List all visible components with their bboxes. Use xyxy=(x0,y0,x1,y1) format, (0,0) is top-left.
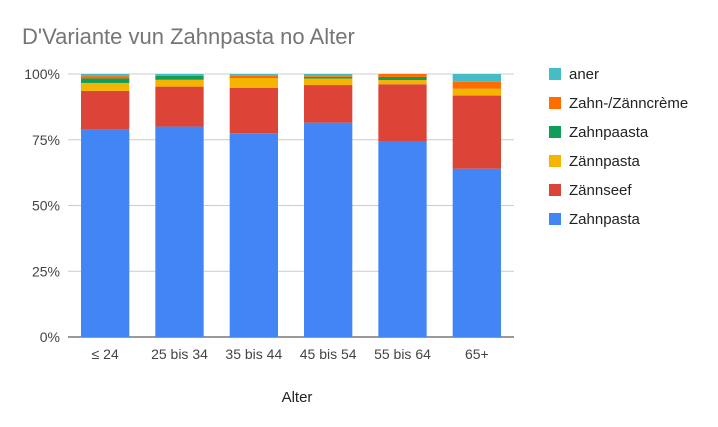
y-tick-label: 25% xyxy=(32,263,60,279)
x-tick-label: 55 bis 64 xyxy=(374,346,431,362)
legend-label: Zahnpaasta xyxy=(569,124,649,141)
gridlines xyxy=(68,73,514,338)
x-tick-label: 25 bis 34 xyxy=(151,346,208,362)
x-tick-label: 45 bis 54 xyxy=(300,346,357,362)
legend-swatch xyxy=(549,68,561,80)
bar-segment xyxy=(304,85,353,123)
legend-swatch xyxy=(549,184,561,196)
y-axis-ticks: 0% 25% 50% 75% 100% xyxy=(24,66,60,345)
legend-label: aner xyxy=(569,66,599,83)
bar-segment xyxy=(304,122,353,337)
bar-segment xyxy=(229,77,278,78)
bar-segment xyxy=(229,75,278,78)
legend-label: Zahnpasta xyxy=(569,211,641,228)
y-tick-label: 75% xyxy=(32,132,60,148)
bar-segment xyxy=(81,129,130,337)
bar-segment xyxy=(155,79,204,87)
y-tick-label: 50% xyxy=(32,198,60,214)
x-tick-label: 35 bis 44 xyxy=(225,346,282,362)
legend-label: Zännseef xyxy=(569,182,632,199)
x-tick-label: ≤ 24 xyxy=(92,346,119,362)
x-axis-title: Alter xyxy=(282,389,313,406)
bar-segment xyxy=(81,90,130,130)
legend-label: Zahn-/Zänncrème xyxy=(569,95,688,112)
bar-segment xyxy=(304,76,353,77)
bar-segment xyxy=(452,168,501,337)
legend-swatch xyxy=(549,155,561,167)
bar-segment xyxy=(452,88,501,96)
bar-segment xyxy=(452,81,501,89)
bar-segment xyxy=(378,84,427,142)
bar-segment xyxy=(81,82,130,91)
bar-segment xyxy=(378,141,427,337)
bar-segment xyxy=(155,86,204,127)
bar-segment xyxy=(452,95,501,169)
bar-segment xyxy=(81,76,130,79)
y-tick-label: 0% xyxy=(40,329,60,345)
bar-segment xyxy=(229,77,278,88)
bar-segment xyxy=(155,126,204,337)
bar-segment xyxy=(378,76,427,81)
legend-swatch xyxy=(549,126,561,138)
bar-segment xyxy=(81,74,130,77)
bar-segment xyxy=(155,74,204,76)
bar-segment xyxy=(155,75,204,76)
x-axis-ticks: ≤ 24 25 bis 34 35 bis 44 45 bis 54 55 bis 64… xyxy=(92,346,489,362)
legend-swatch xyxy=(549,97,561,109)
bar-segment xyxy=(452,74,501,82)
bar-segment xyxy=(81,78,130,83)
chart-title: D'Variante vun Zahnpasta no Alter xyxy=(22,24,355,49)
bar-segment xyxy=(378,80,427,85)
bar-segment xyxy=(304,74,353,77)
bars xyxy=(81,74,501,337)
bar-segment xyxy=(304,78,353,86)
bar-segment xyxy=(155,75,204,80)
y-tick-label: 100% xyxy=(24,66,60,82)
legend-label: Zännpasta xyxy=(569,153,641,170)
x-tick-label: 65+ xyxy=(465,346,489,362)
legend: aner Zahn-/Zänncrème Zahnpaasta Zännpasta Zä… xyxy=(549,66,688,228)
bar-segment xyxy=(378,74,427,77)
bar-segment xyxy=(229,74,278,76)
bar-segment xyxy=(304,76,353,79)
bar-segment xyxy=(229,133,278,337)
legend-swatch xyxy=(549,213,561,225)
bar-segment xyxy=(229,87,278,134)
